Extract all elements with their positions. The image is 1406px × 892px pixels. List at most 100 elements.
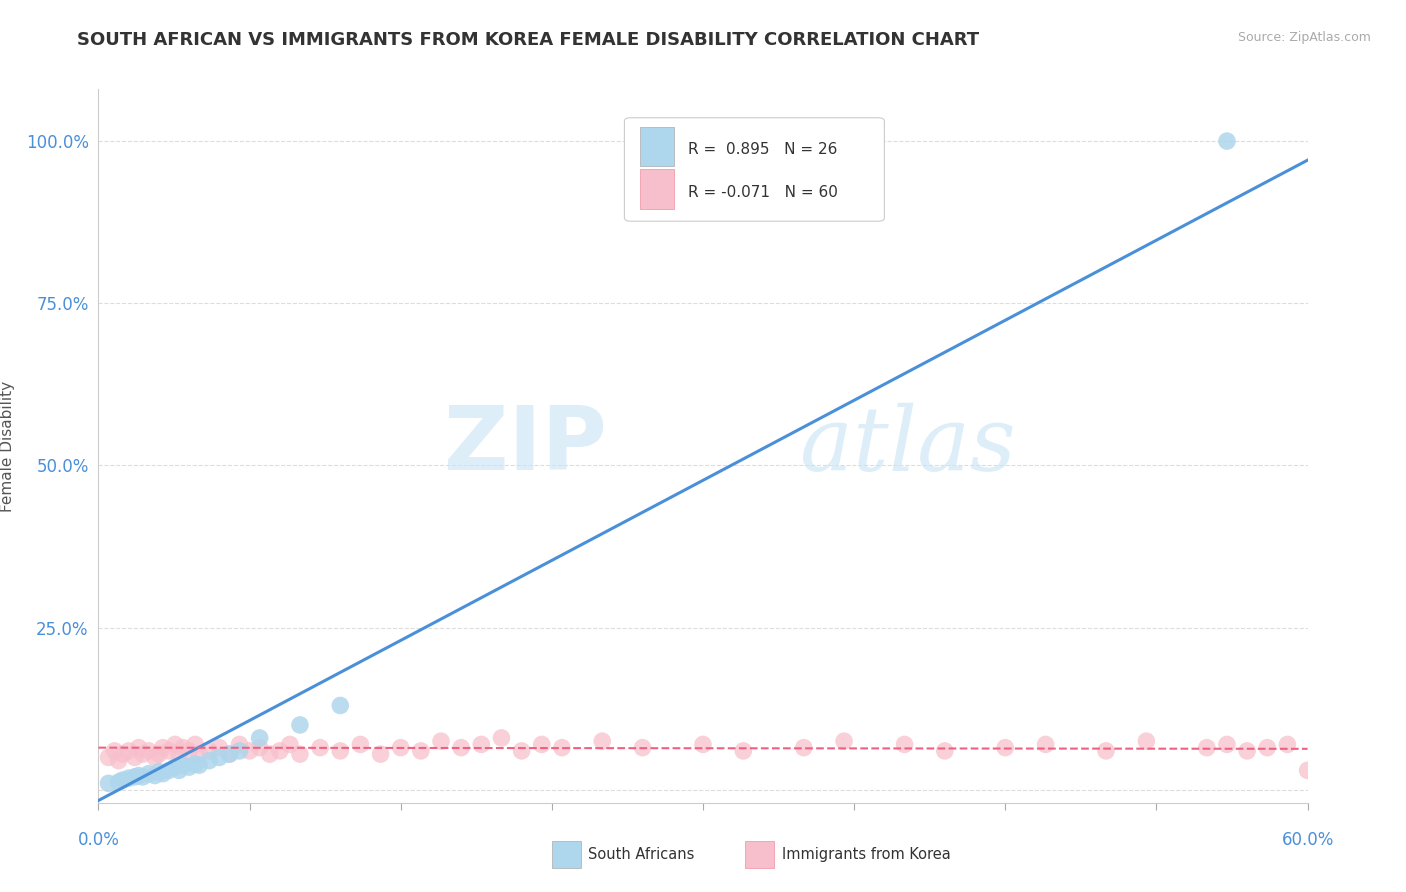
Point: [143, 750, 166, 764]
Point: [172, 758, 194, 772]
Text: South Africans: South Africans: [588, 847, 695, 862]
Point: [148, 764, 170, 779]
Point: [128, 740, 150, 755]
Point: [349, 738, 371, 752]
Point: [143, 768, 166, 782]
Bar: [551, 841, 581, 869]
Point: [1277, 738, 1299, 752]
Point: [163, 738, 186, 752]
Point: [107, 754, 129, 768]
Bar: [640, 127, 673, 166]
Text: Source: ZipAtlas.com: Source: ZipAtlas.com: [1237, 31, 1371, 45]
Point: [188, 747, 211, 761]
Point: [733, 744, 755, 758]
Point: [163, 760, 186, 774]
Point: [132, 747, 155, 761]
Point: [994, 740, 1017, 755]
Point: [152, 740, 174, 755]
Point: [208, 750, 231, 764]
Point: [491, 731, 513, 745]
Point: [118, 744, 141, 758]
Point: [111, 773, 134, 788]
Point: [97, 750, 120, 764]
Point: [832, 734, 855, 748]
Point: [288, 747, 311, 761]
Point: [239, 744, 262, 758]
Point: [107, 775, 129, 789]
Point: [551, 740, 574, 755]
Point: [179, 760, 201, 774]
Point: [157, 744, 180, 758]
Point: [118, 771, 141, 785]
Point: [1135, 734, 1157, 748]
Point: [167, 764, 190, 778]
Point: [631, 740, 654, 755]
Point: [152, 766, 174, 780]
Point: [329, 698, 352, 713]
Point: [530, 738, 553, 752]
Point: [97, 776, 120, 790]
Point: [103, 744, 125, 758]
Point: [259, 747, 281, 761]
Text: atlas: atlas: [800, 402, 1015, 490]
Point: [124, 770, 146, 784]
Point: [269, 744, 291, 758]
Text: SOUTH AFRICAN VS IMMIGRANTS FROM KOREA FEMALE DISABILITY CORRELATION CHART: SOUTH AFRICAN VS IMMIGRANTS FROM KOREA F…: [77, 31, 980, 49]
Point: [179, 744, 201, 758]
Point: [1296, 764, 1319, 778]
Bar: [640, 169, 673, 209]
Point: [249, 740, 271, 755]
Point: [389, 740, 412, 755]
Point: [128, 768, 150, 782]
Point: [198, 754, 221, 768]
Point: [793, 740, 815, 755]
Point: [188, 758, 211, 772]
Point: [450, 740, 472, 755]
Y-axis label: Female Disability: Female Disability: [0, 380, 14, 512]
Point: [470, 738, 492, 752]
Point: [184, 756, 207, 771]
Text: 60.0%: 60.0%: [1281, 831, 1334, 849]
Bar: [745, 841, 775, 869]
Point: [1256, 740, 1278, 755]
Point: [430, 734, 453, 748]
Point: [370, 747, 392, 761]
Point: [409, 744, 432, 758]
Text: R =  0.895   N = 26: R = 0.895 N = 26: [689, 143, 838, 157]
Point: [138, 744, 160, 758]
Text: Immigrants from Korea: Immigrants from Korea: [782, 847, 950, 862]
Point: [278, 738, 301, 752]
Text: ZIP: ZIP: [443, 402, 606, 490]
Point: [1095, 744, 1118, 758]
Point: [329, 744, 352, 758]
Point: [184, 738, 207, 752]
Point: [124, 750, 146, 764]
Text: 0.0%: 0.0%: [77, 831, 120, 849]
Point: [132, 770, 155, 784]
Point: [309, 740, 332, 755]
Point: [172, 740, 194, 755]
Point: [934, 744, 956, 758]
Point: [218, 747, 240, 761]
Point: [228, 744, 250, 758]
Point: [167, 747, 190, 761]
Point: [692, 738, 714, 752]
FancyBboxPatch shape: [624, 118, 884, 221]
Text: R = -0.071   N = 60: R = -0.071 N = 60: [689, 186, 838, 200]
Point: [1195, 740, 1218, 755]
Point: [157, 764, 180, 778]
Point: [1236, 744, 1258, 758]
Point: [1216, 134, 1239, 148]
Point: [148, 747, 170, 761]
Point: [1216, 738, 1239, 752]
Point: [198, 744, 221, 758]
Point: [591, 734, 613, 748]
Point: [208, 740, 231, 755]
Point: [288, 718, 311, 732]
Point: [218, 747, 240, 761]
Point: [111, 747, 134, 761]
Point: [249, 731, 271, 745]
Point: [510, 744, 533, 758]
Point: [893, 738, 915, 752]
Point: [1035, 738, 1057, 752]
